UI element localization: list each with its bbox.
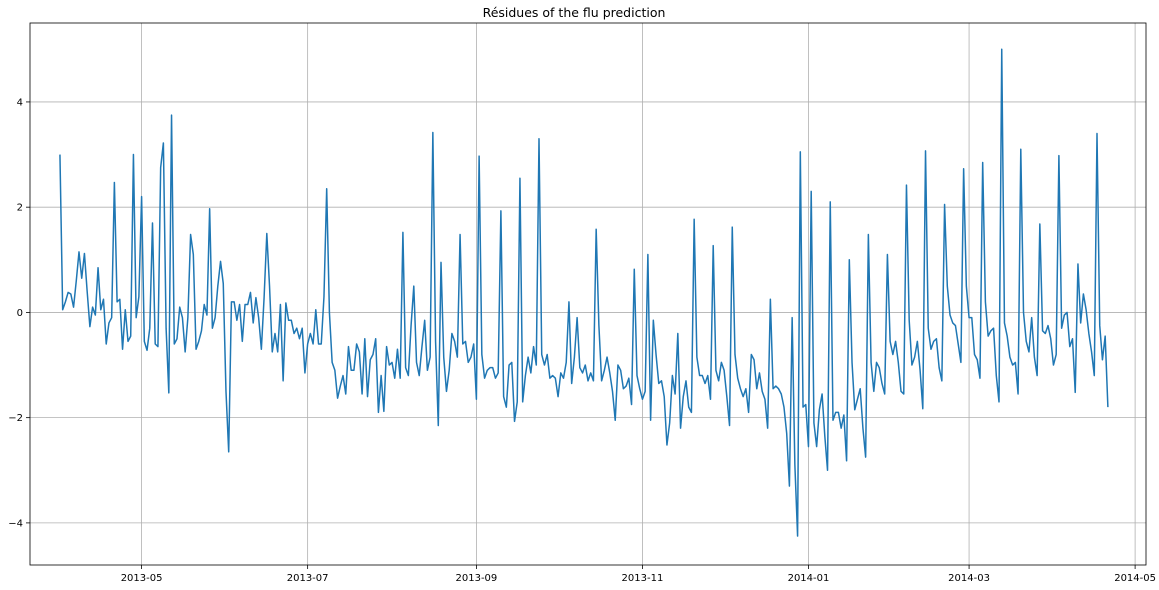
y-tick-label: 0 xyxy=(17,308,23,319)
x-tick-label: 2014-01 xyxy=(788,573,830,584)
y-tick-label: 4 xyxy=(17,97,23,108)
y-tick-label: 2 xyxy=(17,203,23,214)
x-tick-label: 2013-09 xyxy=(456,573,498,584)
y-axis-ticks: −4 −2 0 2 4 xyxy=(8,97,30,529)
y-tick-label: −4 xyxy=(8,518,23,529)
x-tick-label: 2013-07 xyxy=(287,573,329,584)
x-tick-label: 2013-05 xyxy=(121,573,163,584)
residual-series-line xyxy=(59,48,1109,537)
x-tick-label: 2013-11 xyxy=(622,573,664,584)
x-tick-label: 2014-05 xyxy=(1114,573,1156,584)
x-tick-label: 2014-03 xyxy=(948,573,990,584)
axes-frame xyxy=(29,22,1147,566)
y-tick-label: −2 xyxy=(8,413,23,424)
grid xyxy=(30,23,1146,565)
x-axis-ticks: 2013-05 2013-07 2013-09 2013-11 2014-01 2014-… xyxy=(121,565,1156,584)
chart-title: Résidues of the flu prediction xyxy=(483,5,666,20)
